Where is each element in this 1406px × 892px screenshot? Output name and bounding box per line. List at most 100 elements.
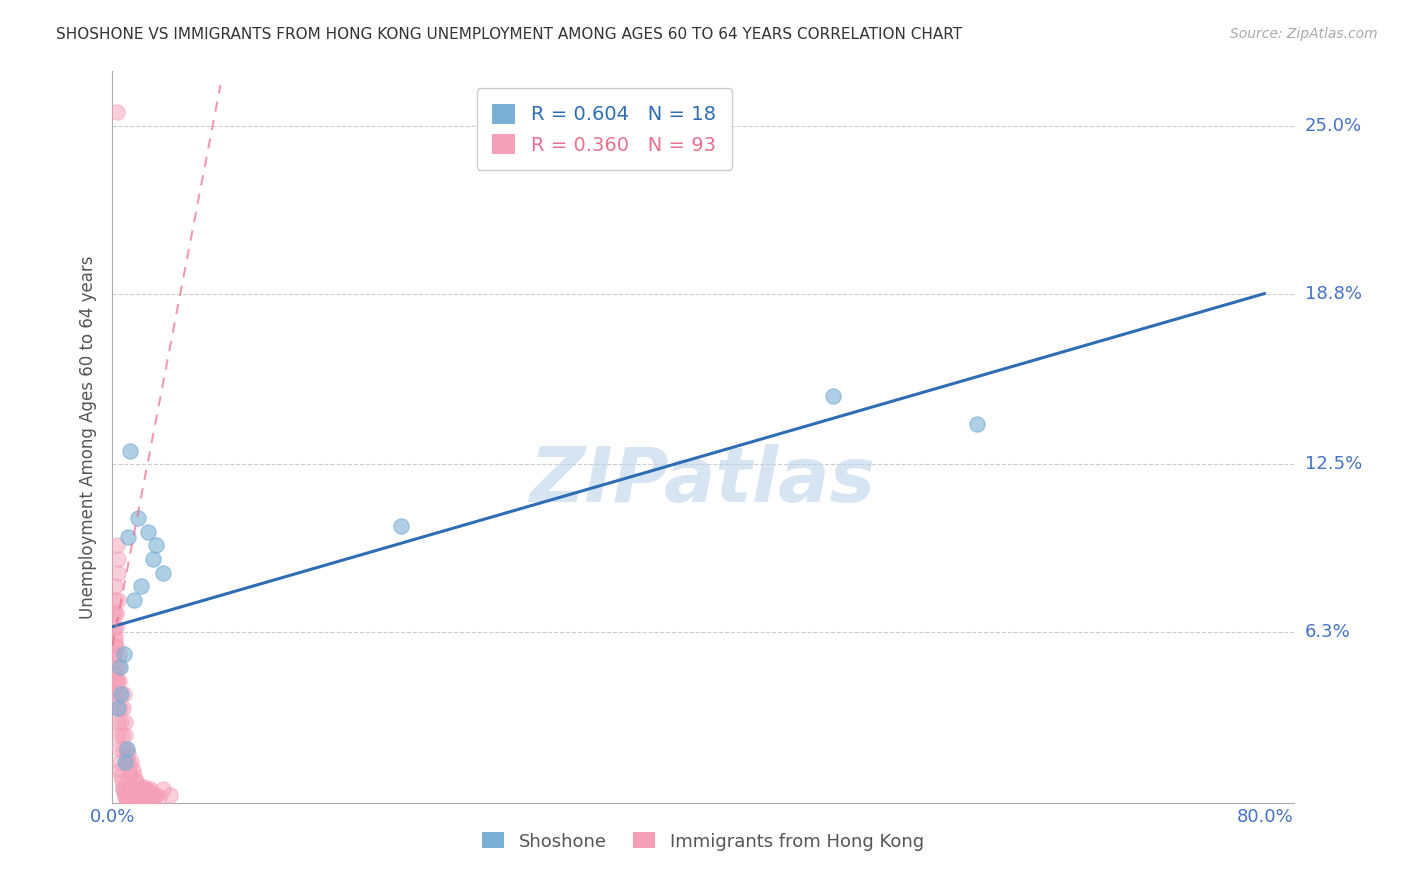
Point — [115, 791, 138, 805]
Point — [132, 782, 155, 797]
Point — [112, 688, 135, 702]
Point — [103, 673, 125, 688]
Point — [821, 389, 844, 403]
Point — [103, 665, 125, 680]
Point — [159, 788, 181, 802]
Point — [108, 688, 131, 702]
Point — [108, 755, 131, 769]
Point — [114, 790, 136, 805]
Point — [117, 530, 139, 544]
Point — [110, 714, 132, 729]
Point — [103, 620, 125, 634]
Point — [120, 782, 142, 797]
Point — [117, 755, 139, 769]
Point — [139, 795, 162, 809]
Point — [104, 620, 127, 634]
Point — [108, 673, 131, 688]
Point — [105, 673, 128, 688]
Point — [117, 774, 139, 789]
Point — [129, 788, 152, 802]
Point — [107, 566, 129, 580]
Point — [124, 774, 146, 789]
Point — [110, 769, 132, 783]
Point — [120, 755, 142, 769]
Text: Source: ZipAtlas.com: Source: ZipAtlas.com — [1230, 27, 1378, 41]
Point — [143, 790, 166, 805]
Point — [134, 794, 156, 808]
Point — [115, 793, 138, 807]
Point — [124, 789, 146, 803]
Point — [103, 647, 125, 661]
Point — [127, 791, 149, 805]
Point — [145, 788, 167, 802]
Point — [107, 647, 129, 661]
Point — [103, 681, 125, 696]
Point — [152, 566, 174, 580]
Point — [118, 443, 141, 458]
Point — [148, 790, 170, 805]
Text: 18.8%: 18.8% — [1305, 285, 1361, 302]
Point — [105, 660, 128, 674]
Point — [104, 633, 127, 648]
Point — [105, 105, 128, 120]
Point — [114, 788, 136, 802]
Point — [105, 701, 128, 715]
Text: 6.3%: 6.3% — [1305, 624, 1350, 641]
Point — [122, 769, 145, 783]
Text: SHOSHONE VS IMMIGRANTS FROM HONG KONG UNEMPLOYMENT AMONG AGES 60 TO 64 YEARS COR: SHOSHONE VS IMMIGRANTS FROM HONG KONG UN… — [56, 27, 962, 42]
Point — [104, 579, 127, 593]
Point — [108, 741, 131, 756]
Point — [134, 780, 156, 794]
Point — [111, 728, 134, 742]
Point — [114, 755, 136, 769]
Point — [110, 688, 132, 702]
Point — [145, 538, 167, 552]
Point — [138, 788, 160, 802]
Point — [135, 782, 157, 797]
Point — [111, 774, 134, 789]
Point — [136, 785, 159, 799]
Point — [111, 741, 134, 756]
Point — [107, 728, 129, 742]
Point — [118, 780, 141, 794]
Point — [107, 714, 129, 729]
Point — [104, 639, 127, 653]
Point — [112, 785, 135, 799]
Point — [112, 701, 135, 715]
Point — [108, 660, 131, 674]
Legend: Shoshone, Immigrants from Hong Kong: Shoshone, Immigrants from Hong Kong — [474, 823, 932, 860]
Point — [122, 592, 145, 607]
Point — [114, 714, 136, 729]
Point — [127, 511, 149, 525]
Point — [112, 782, 135, 797]
Point — [107, 552, 129, 566]
Point — [129, 579, 152, 593]
Point — [118, 764, 141, 778]
Text: 25.0%: 25.0% — [1305, 117, 1362, 135]
Text: ZIPatlas: ZIPatlas — [530, 444, 876, 518]
Point — [112, 647, 135, 661]
Point — [104, 628, 127, 642]
Point — [103, 606, 125, 620]
Point — [103, 647, 125, 661]
Point — [142, 788, 165, 802]
Point — [138, 524, 160, 539]
Point — [107, 701, 129, 715]
Point — [117, 747, 139, 761]
Text: 12.5%: 12.5% — [1305, 455, 1362, 473]
Point — [104, 606, 127, 620]
Point — [127, 782, 149, 797]
Point — [121, 764, 143, 778]
Point — [105, 688, 128, 702]
Point — [122, 788, 145, 802]
Point — [103, 693, 125, 707]
Point — [129, 794, 152, 808]
Point — [139, 782, 162, 797]
Point — [105, 639, 128, 653]
Point — [115, 755, 138, 769]
Point — [128, 793, 150, 807]
Point — [115, 741, 138, 756]
Point — [121, 785, 143, 799]
Point — [125, 777, 148, 791]
Point — [115, 741, 138, 756]
